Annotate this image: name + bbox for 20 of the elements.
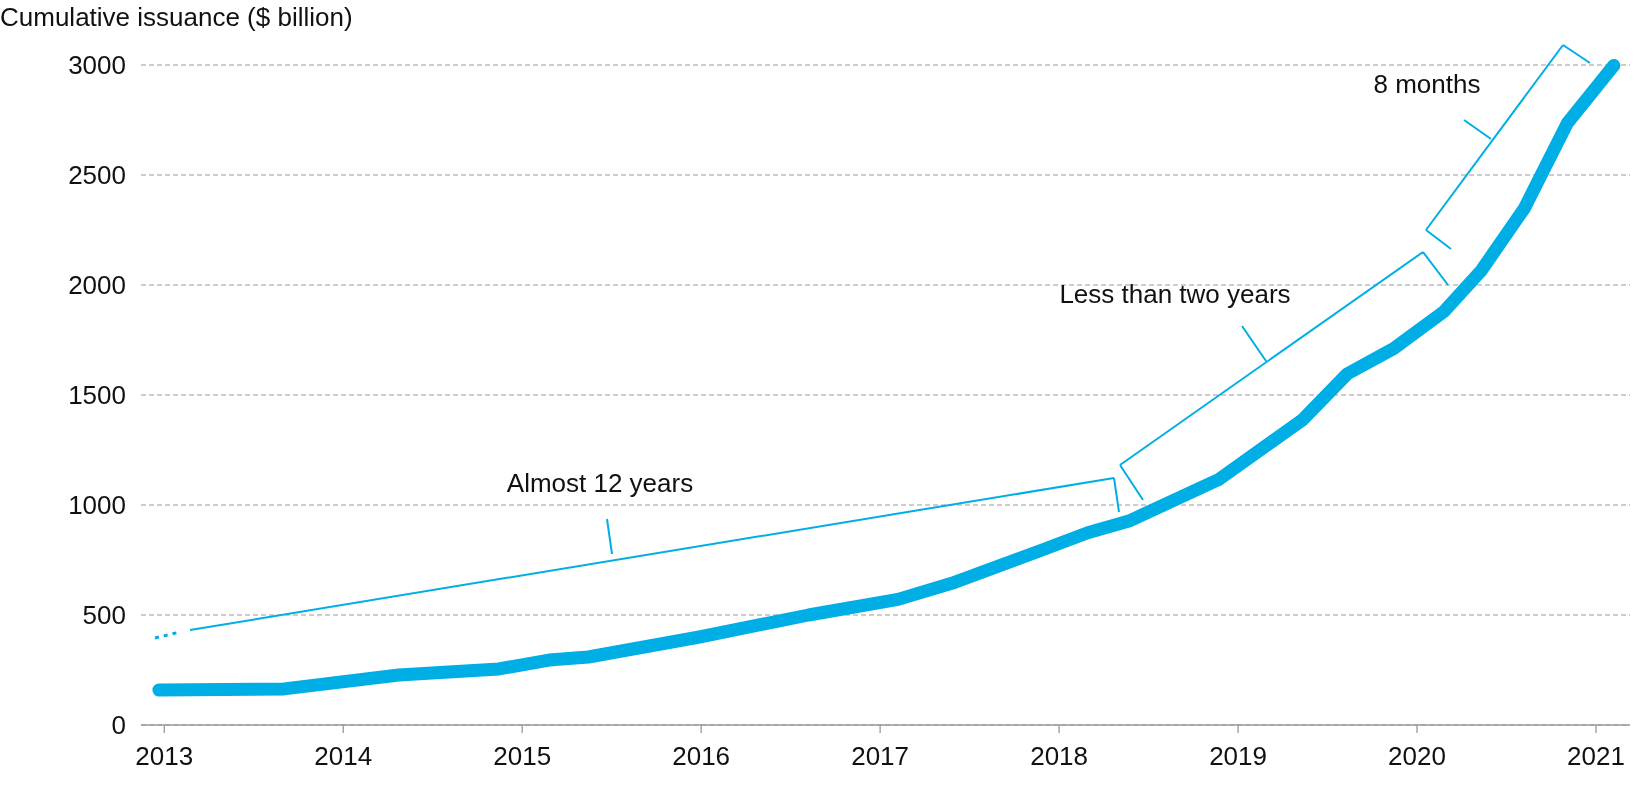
- x-tick-label: 2014: [314, 741, 373, 771]
- x-tick-label: 2013: [135, 741, 194, 771]
- x-tick-label: 2015: [493, 741, 552, 771]
- y-tick-label: 2500: [68, 160, 126, 190]
- x-tick-label: 2018: [1030, 741, 1089, 771]
- y-tick-label: 1500: [68, 380, 126, 410]
- y-tick-label: 0: [111, 710, 126, 740]
- annotation: 8 months: [1373, 69, 1481, 99]
- y-tick-label: 500: [82, 600, 126, 630]
- x-tick-label: 2020: [1388, 741, 1446, 771]
- x-tick-label: 2019: [1209, 741, 1267, 771]
- x-tick-label: 2017: [851, 741, 910, 771]
- y-axis-title: Cumulative issuance ($ billion): [0, 2, 353, 32]
- y-tick-label: 2000: [68, 270, 126, 300]
- annotation: Almost 12 years: [506, 468, 694, 498]
- y-tick-label: 1000: [68, 490, 126, 520]
- y-tick-label: 3000: [68, 50, 126, 80]
- annotation: Less than two years: [1059, 279, 1291, 309]
- x-tick-label: 2021: [1567, 741, 1625, 771]
- x-tick-label: 2016: [672, 741, 731, 771]
